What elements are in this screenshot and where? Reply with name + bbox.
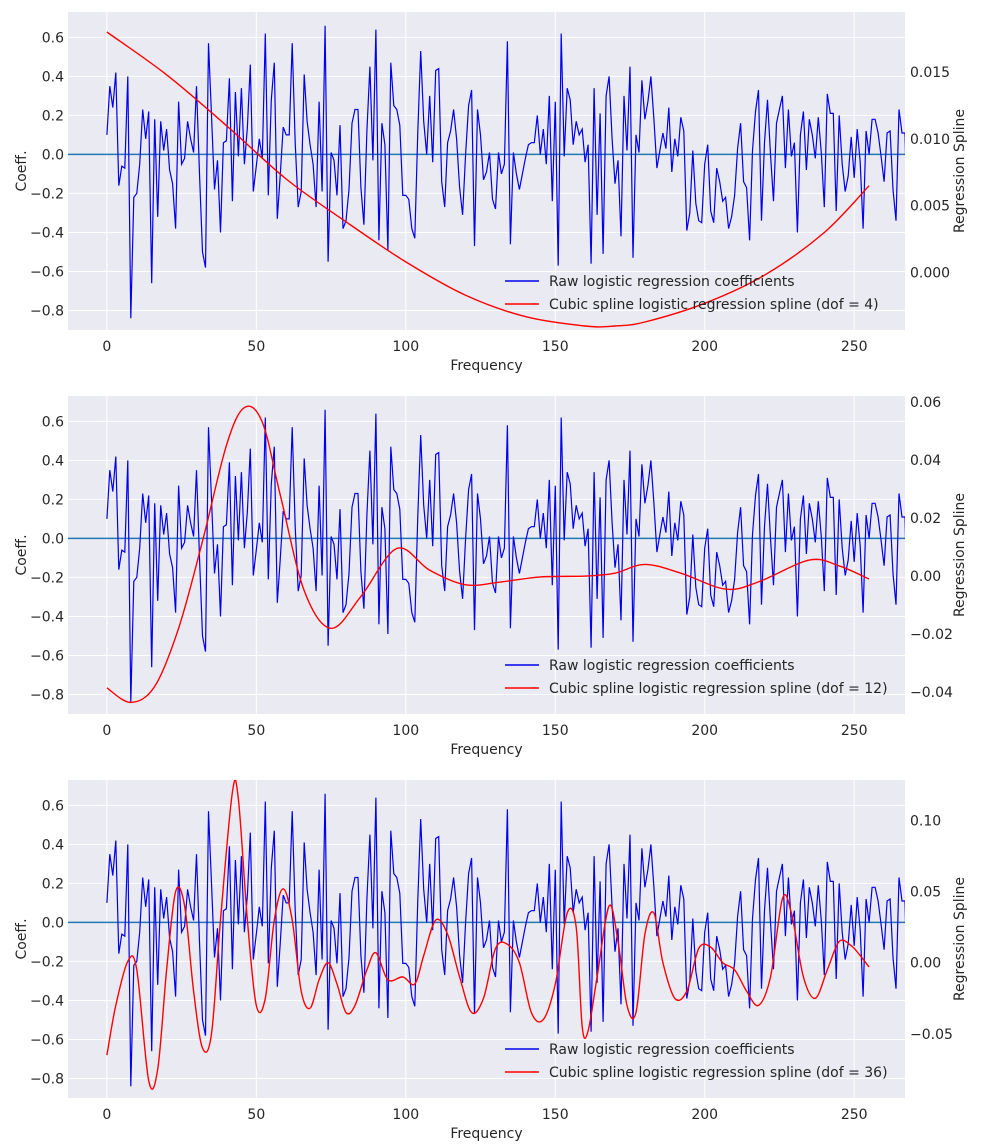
y-tick-label-left: 0.6 bbox=[42, 414, 64, 430]
y-tick-label-left: −0.2 bbox=[30, 570, 64, 586]
y-tick-label-right: 0.04 bbox=[910, 453, 941, 469]
y-tick-label-left: −0.6 bbox=[30, 264, 64, 280]
y-tick-label-right: 0.10 bbox=[910, 814, 941, 830]
y-axis-label-right: Regression Spline bbox=[952, 877, 968, 1001]
y-tick-label-left: −0.4 bbox=[30, 993, 64, 1009]
y-tick-label-right: −0.05 bbox=[910, 1027, 953, 1043]
raw-coefficients-line bbox=[106, 25, 905, 319]
x-tick-label: 50 bbox=[247, 723, 265, 739]
y-tick-label-right: −0.02 bbox=[910, 627, 953, 643]
spline-line bbox=[106, 405, 870, 704]
x-tick-label: 200 bbox=[691, 339, 718, 355]
x-tick-label: 50 bbox=[247, 1107, 265, 1123]
legend-label-raw: Raw logistic regression coefficients bbox=[549, 1042, 795, 1058]
y-axis-label-right: Regression Spline bbox=[952, 109, 968, 233]
spline-line bbox=[106, 31, 870, 328]
x-tick-label: 250 bbox=[841, 723, 868, 739]
spline-line bbox=[106, 780, 870, 1090]
y-tick-label-left: 0.2 bbox=[42, 492, 64, 508]
y-tick-label-left: 0.4 bbox=[42, 453, 64, 469]
y-tick-label-left: 0.6 bbox=[42, 30, 64, 46]
x-tick-label: 250 bbox=[841, 339, 868, 355]
y-tick-label-left: −0.8 bbox=[30, 1071, 64, 1087]
x-tick-label: 150 bbox=[542, 339, 569, 355]
y-tick-label-left: 0.0 bbox=[42, 531, 64, 547]
x-tick-label: 0 bbox=[102, 723, 111, 739]
y-tick-label-left: −0.6 bbox=[30, 1032, 64, 1048]
x-tick-label: 0 bbox=[102, 339, 111, 355]
y-tick-label-right: 0.000 bbox=[910, 266, 950, 282]
y-tick-label-left: 0.0 bbox=[42, 147, 64, 163]
legend: Raw logistic regression coefficients Cubi… bbox=[505, 658, 888, 697]
y-tick-label-left: 0.2 bbox=[42, 876, 64, 892]
y-tick-label-right: 0.00 bbox=[910, 569, 941, 585]
y-tick-label-right: 0.015 bbox=[910, 65, 950, 81]
y-tick-label-left: 0.0 bbox=[42, 915, 64, 931]
x-tick-label: 50 bbox=[247, 339, 265, 355]
x-axis-label: Frequency bbox=[450, 358, 522, 374]
y-tick-label-left: −0.2 bbox=[30, 186, 64, 202]
x-tick-label: 150 bbox=[542, 1107, 569, 1123]
y-tick-label-right: −0.04 bbox=[910, 685, 953, 701]
raw-coefficients-line bbox=[106, 793, 905, 1087]
legend-label-spline: Cubic spline logistic regression spline … bbox=[549, 681, 888, 697]
chart-panel-2: 0 50 100 150 200 250 −0.8 −0.6 −0.4 −0.2 0.0 0.2 0.4… bbox=[14, 395, 968, 758]
raw-coefficients-line bbox=[106, 409, 905, 703]
y-tick-label-left: 0.4 bbox=[42, 837, 64, 853]
y-tick-label-left: −0.2 bbox=[30, 954, 64, 970]
y-tick-label-left: 0.4 bbox=[42, 69, 64, 85]
y-axis-label-left: Coeff. bbox=[14, 534, 30, 575]
legend-label-raw: Raw logistic regression coefficients bbox=[549, 658, 795, 674]
y-tick-label-left: 0.2 bbox=[42, 108, 64, 124]
legend: Raw logistic regression coefficients Cubi… bbox=[505, 274, 879, 313]
y-tick-label-right: 0.05 bbox=[910, 885, 941, 901]
y-tick-label-right: 0.010 bbox=[910, 132, 950, 148]
chart-panel-3: 0 50 100 150 200 250 −0.8 −0.6 −0.4 −0.2 0.0 0.2 0.4… bbox=[14, 780, 968, 1142]
y-axis-label-left: Coeff. bbox=[14, 918, 30, 959]
y-tick-label-right: 0.005 bbox=[910, 199, 950, 215]
x-axis-label: Frequency bbox=[450, 742, 522, 758]
y-tick-label-left: −0.8 bbox=[30, 687, 64, 703]
legend-label-spline: Cubic spline logistic regression spline … bbox=[549, 297, 879, 313]
x-tick-label: 100 bbox=[392, 1107, 419, 1123]
x-axis-label: Frequency bbox=[450, 1126, 522, 1142]
legend-label-spline: Cubic spline logistic regression spline … bbox=[549, 1065, 888, 1081]
y-tick-label-left: −0.6 bbox=[30, 648, 64, 664]
y-tick-label-left: −0.4 bbox=[30, 225, 64, 241]
x-tick-label: 0 bbox=[102, 1107, 111, 1123]
x-tick-label: 250 bbox=[841, 1107, 868, 1123]
y-axis-label-right: Regression Spline bbox=[952, 493, 968, 617]
x-tick-label: 150 bbox=[542, 723, 569, 739]
x-tick-label: 200 bbox=[691, 723, 718, 739]
x-tick-label: 100 bbox=[392, 339, 419, 355]
y-tick-label-left: −0.4 bbox=[30, 609, 64, 625]
x-tick-label: 200 bbox=[691, 1107, 718, 1123]
chart-panel-1: 0 50 100 150 200 250 −0.8 −0.6 −0.4 −0.2 0.0 0.2 0.4… bbox=[14, 12, 968, 374]
y-axis-label-left: Coeff. bbox=[14, 150, 30, 191]
legend: Raw logistic regression coefficients Cubi… bbox=[505, 1042, 888, 1081]
x-tick-label: 100 bbox=[392, 723, 419, 739]
y-tick-label-left: 0.6 bbox=[42, 798, 64, 814]
y-tick-label-left: −0.8 bbox=[30, 303, 64, 319]
legend-label-raw: Raw logistic regression coefficients bbox=[549, 274, 795, 290]
y-tick-label-right: 0.02 bbox=[910, 511, 941, 527]
y-tick-label-right: 0.06 bbox=[910, 395, 941, 411]
y-tick-label-right: 0.00 bbox=[910, 956, 941, 972]
